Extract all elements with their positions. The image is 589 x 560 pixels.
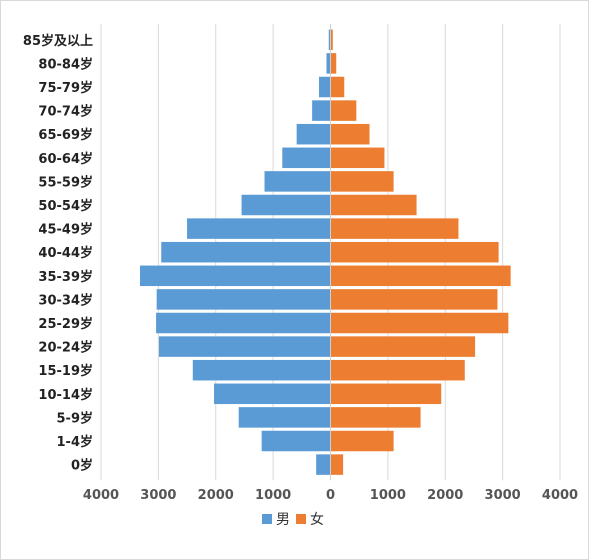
category-label: 25-29岁 [38, 316, 93, 332]
x-tick-label: 3000 [485, 488, 521, 503]
legend-female-label: 女 [310, 511, 324, 528]
male-bar [214, 383, 331, 405]
male-bar [282, 147, 331, 169]
x-tick-label: 4000 [542, 488, 578, 503]
category-label: 50-54岁 [38, 198, 93, 214]
category-label: 70-74岁 [38, 104, 93, 120]
male-bar [187, 218, 331, 239]
category-label: 5-9岁 [57, 410, 94, 426]
x-tick-label: 3000 [140, 488, 176, 503]
male-bar [261, 430, 331, 452]
female-bar [330, 241, 499, 263]
category-label: 20-24岁 [38, 340, 93, 356]
female-bar [330, 29, 333, 51]
category-label: 0岁 [71, 458, 93, 474]
category-label: 65-69岁 [38, 127, 93, 143]
male-bar [140, 265, 331, 287]
x-tick-label: 1000 [370, 488, 406, 503]
x-tick-label: 2000 [427, 488, 463, 503]
male-bar [326, 53, 331, 74]
category-label: 80-84岁 [38, 56, 93, 72]
category-label: 85岁及以上 [23, 33, 93, 49]
category-label: 30-34岁 [38, 292, 93, 308]
category-label: 35-39岁 [38, 269, 93, 285]
male-bar [296, 123, 331, 145]
female-bar [330, 407, 421, 428]
female-bar [330, 265, 511, 287]
female-bar [330, 147, 385, 169]
category-label: 10-14岁 [38, 387, 93, 403]
category-labels: 85岁及以上 80-84岁 75-79岁 70-74岁 65-69岁 60-64岁 55-5… [23, 33, 93, 474]
male-bar [312, 100, 331, 121]
category-label: 40-44岁 [38, 245, 93, 261]
female-bar [330, 171, 394, 192]
male-bar [161, 241, 331, 263]
female-bar [330, 218, 459, 239]
category-label: 60-64岁 [38, 151, 93, 167]
legend-male-label: 男 [276, 512, 290, 528]
male-bar [328, 29, 331, 51]
male-bar [156, 289, 331, 310]
category-label: 45-49岁 [38, 222, 93, 238]
female-bar [330, 312, 509, 334]
male-bar [192, 359, 331, 381]
legend-male-swatch [262, 514, 272, 524]
female-bar [330, 53, 337, 74]
x-tick-labels: 4000 3000 2000 1000 0 1000 2000 3000 4000 [83, 488, 578, 503]
female-bar [330, 430, 394, 452]
x-tick-label: 0 [326, 488, 335, 503]
female-bar [330, 100, 357, 121]
female-bar [330, 76, 345, 98]
legend: 男 女 [262, 511, 324, 528]
category-label: 1-4岁 [57, 434, 94, 450]
x-tick-label: 1000 [255, 488, 291, 503]
female-bar [330, 123, 370, 145]
x-tick-label: 2000 [198, 488, 234, 503]
category-label: 15-19岁 [38, 363, 93, 379]
female-bar [330, 336, 476, 357]
male-bar [158, 336, 331, 357]
female-bars [330, 29, 511, 475]
female-bar [330, 289, 498, 310]
male-bar [264, 171, 331, 192]
x-tick-label: 4000 [83, 488, 119, 503]
male-bars [140, 29, 331, 475]
male-bar [319, 76, 331, 98]
female-bar [330, 454, 344, 475]
female-bar [330, 359, 465, 381]
female-bar [330, 383, 442, 405]
category-label: 75-79岁 [38, 80, 93, 96]
male-bar [238, 407, 331, 428]
category-label: 55-59岁 [38, 174, 93, 190]
female-bar [330, 194, 417, 216]
male-bar [241, 194, 331, 216]
male-bar [316, 454, 331, 475]
male-bar [156, 312, 331, 334]
legend-female-swatch [296, 514, 306, 524]
